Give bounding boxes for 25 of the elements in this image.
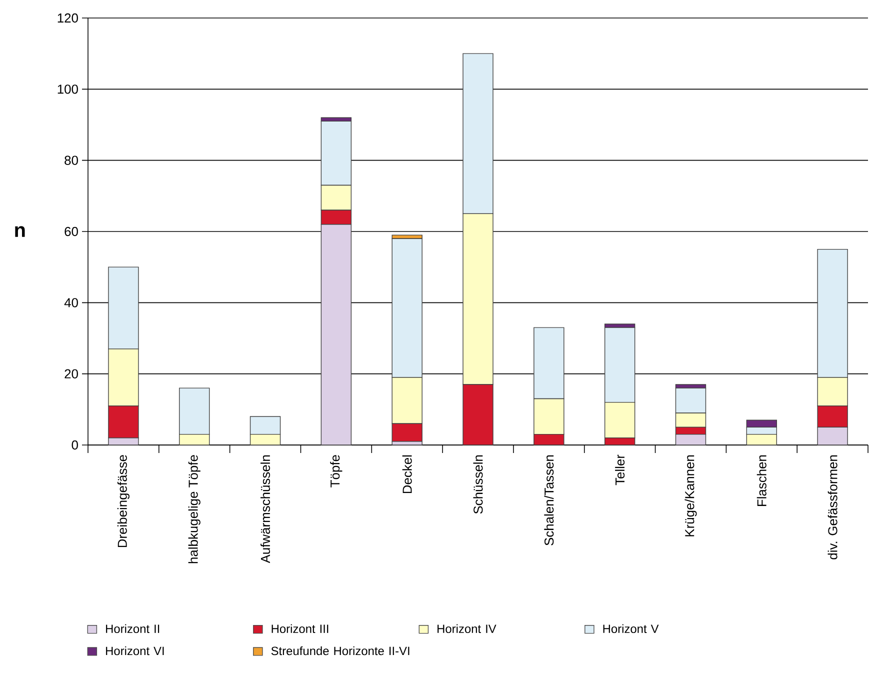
legend-label: Horizont V [603, 624, 659, 634]
x-tick-label: div. Gefässformen [828, 455, 838, 560]
legend-label: Horizont II [106, 624, 160, 634]
y-tick-label: 60 [64, 226, 78, 236]
legend-label: Horizont III [272, 624, 328, 634]
x-tick-label: Krüge/Kannen [684, 455, 697, 536]
y-tick-label: 0 [72, 440, 78, 450]
y-tick-label: 40 [64, 298, 78, 308]
y-tick-label: 80 [64, 156, 78, 165]
x-tick-label: halbkugelige Töpfe [188, 455, 200, 564]
x-tick-label: Flaschen [756, 455, 766, 506]
x-tick-label: Dreibeingefässe [117, 455, 130, 548]
x-tick-label: Schüsseln [473, 455, 483, 514]
legend-label: Horizont VI [106, 646, 164, 656]
legend-label: Horizont IV [438, 624, 496, 634]
x-tick-label: Schalen/Tassen [544, 455, 554, 546]
y-axis-title: n [15, 226, 25, 237]
y-tick-label: 120 [58, 13, 78, 23]
y-tick-label: 100 [58, 84, 78, 94]
x-tick-label: Deckel [402, 455, 412, 494]
x-tick-label: Teller [615, 454, 625, 486]
x-tick-label: Töpfe [330, 455, 342, 488]
y-tick-label: 20 [64, 369, 78, 378]
legend-label: Streufunde Horizonte II-VI [271, 646, 410, 656]
x-tick-label: Aufwärmschüsseln [260, 455, 270, 564]
